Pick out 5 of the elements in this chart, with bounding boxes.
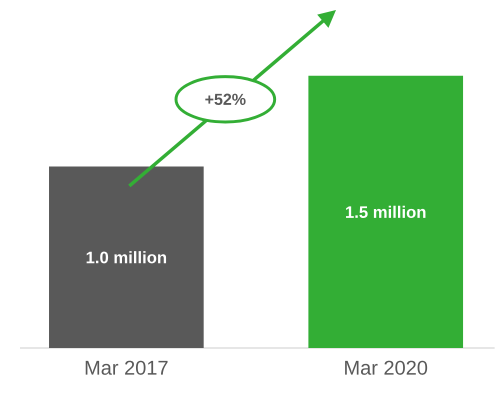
data-label: 1.5 million (346, 206, 426, 218)
annotation: +52% (205, 94, 246, 105)
x-tick-label: Mar 2020 (345, 360, 428, 375)
x-tick-label: Mar 2017 (86, 360, 168, 375)
data-label: 1.0 million (86, 251, 166, 264)
